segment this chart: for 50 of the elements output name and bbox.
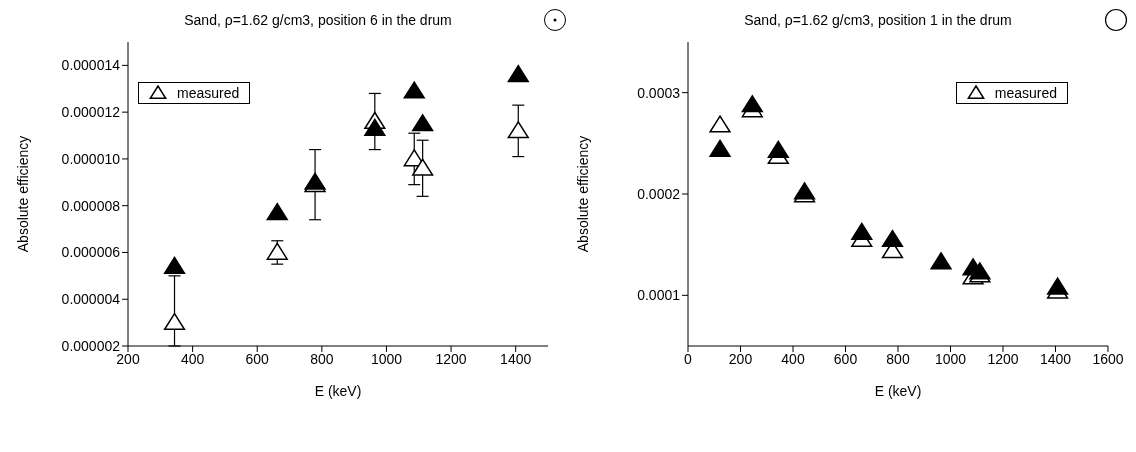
point — [930, 252, 952, 270]
x-tick-label: 1000 — [934, 350, 967, 367]
x-tick-label: 1000 — [370, 350, 403, 367]
y-tick-label: 0.0002 — [637, 185, 681, 202]
point — [709, 115, 731, 133]
point — [709, 139, 731, 157]
x-tick-label: 0 — [684, 350, 693, 367]
y-tick-label: 0.000010 — [61, 150, 121, 167]
point — [851, 222, 873, 241]
x-tick-label: 600 — [833, 350, 858, 367]
point — [163, 312, 186, 331]
point — [881, 229, 904, 248]
point — [163, 256, 186, 274]
chart-title: Sand, ρ=1.62 g/cm3, position 6 in the drum — [183, 11, 453, 30]
y-axis-title: Absolute efficiency — [14, 135, 31, 253]
y-tick-label: 0.000004 — [61, 291, 121, 308]
point — [1046, 277, 1069, 295]
legend-label: measured — [994, 85, 1057, 101]
y-tick-label: 0.000006 — [61, 244, 121, 261]
y-tick-label: 0.0001 — [637, 287, 681, 304]
x-axis-title: E (keV) — [314, 383, 362, 399]
x-tick-label: 1200 — [987, 350, 1019, 367]
x-tick-label: 200 — [728, 350, 753, 367]
point — [767, 140, 789, 158]
point — [266, 242, 288, 260]
chart-title: Sand, ρ=1.62 g/cm3, position 1 in the drum — [743, 11, 1013, 30]
point — [507, 64, 529, 83]
y-axis-title: Absolute efficiency — [574, 135, 591, 253]
point — [412, 114, 434, 132]
x-tick-label: 1200 — [435, 350, 467, 367]
x-tick-label: 1400 — [1039, 350, 1072, 367]
point — [403, 81, 425, 99]
point — [266, 202, 288, 221]
point — [364, 118, 386, 137]
y-tick-label: 0.000014 — [61, 57, 121, 74]
y-tick-label: 0.0003 — [637, 84, 681, 101]
x-tick-label: 800 — [886, 350, 910, 367]
x-tick-label: 1400 — [500, 350, 532, 367]
legend-label: measured — [177, 85, 240, 101]
y-tick-label: 0.000012 — [61, 104, 121, 121]
point — [412, 158, 434, 176]
point — [741, 95, 763, 113]
x-tick-label: 400 — [781, 350, 805, 367]
x-tick-label: 1600 — [1092, 350, 1124, 367]
y-tick-label: 0.000008 — [61, 197, 121, 214]
x-tick-label: 400 — [180, 350, 205, 367]
point — [507, 121, 529, 139]
x-tick-label: 800 — [310, 350, 334, 367]
x-tick-label: 600 — [245, 350, 270, 367]
x-axis-title: E (keV) — [874, 383, 922, 399]
